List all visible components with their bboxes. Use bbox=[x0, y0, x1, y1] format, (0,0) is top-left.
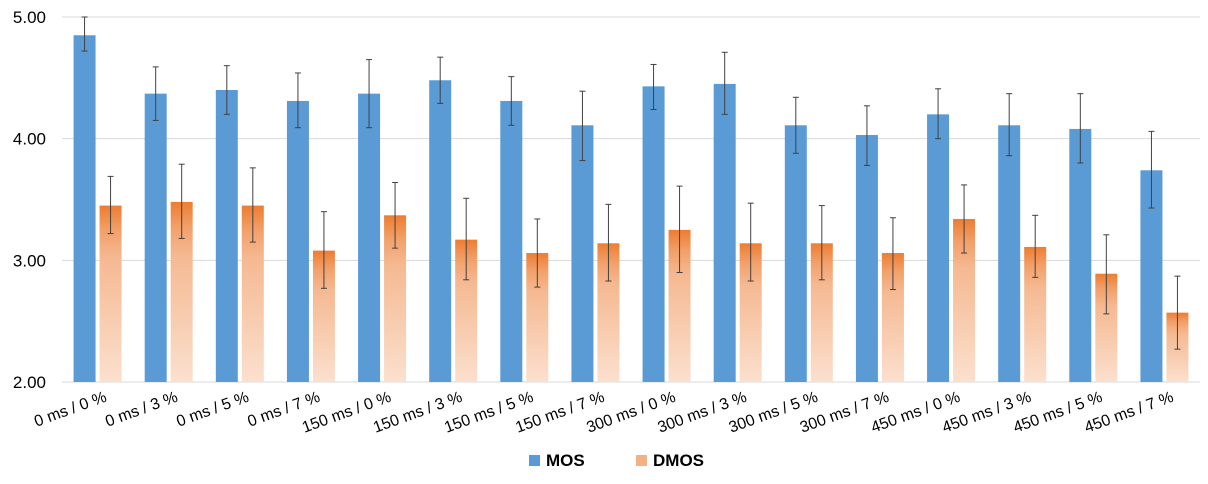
dmos-bar bbox=[384, 215, 407, 382]
dmos-bar bbox=[1095, 273, 1118, 382]
legend-mos-swatch bbox=[529, 455, 540, 466]
mos-bar bbox=[642, 86, 665, 382]
y-tick-label: 4.00 bbox=[13, 130, 46, 149]
dmos-bar bbox=[739, 243, 762, 382]
x-tick-label: 0 ms / 0 % bbox=[32, 389, 109, 431]
dmos-bar bbox=[455, 239, 478, 382]
dmos-bar bbox=[810, 243, 833, 382]
mos-bar bbox=[855, 135, 878, 382]
dmos-bar bbox=[170, 201, 193, 382]
dmos-bar bbox=[668, 229, 691, 382]
x-tick-label: 0 ms / 3 % bbox=[103, 389, 180, 431]
dmos-bar bbox=[312, 250, 335, 382]
dmos-bar bbox=[597, 243, 620, 382]
dmos-bar bbox=[99, 205, 122, 382]
mos-bar bbox=[500, 100, 523, 382]
mos-bar bbox=[429, 80, 452, 383]
mos-bar bbox=[73, 35, 96, 382]
mos-bar bbox=[713, 83, 736, 383]
mos-bar bbox=[784, 125, 807, 383]
legend: MOS DMOS bbox=[529, 451, 704, 470]
legend-dmos-label: DMOS bbox=[653, 451, 704, 470]
x-tick-label: 0 ms / 5 % bbox=[174, 389, 251, 431]
mos-bar bbox=[1140, 170, 1163, 382]
mos-bar bbox=[998, 125, 1021, 383]
mos-bar bbox=[215, 90, 238, 382]
mos-bar bbox=[927, 114, 950, 382]
bars-layer bbox=[73, 35, 1189, 383]
mos-bar bbox=[286, 100, 309, 382]
mos-bar bbox=[1069, 128, 1092, 382]
dmos-bar bbox=[526, 253, 549, 382]
dmos-bar bbox=[953, 218, 976, 382]
legend-mos-label: MOS bbox=[546, 451, 585, 470]
y-tick-label: 2.00 bbox=[13, 373, 46, 392]
dmos-bar bbox=[1024, 246, 1047, 382]
mos-bar bbox=[571, 125, 594, 383]
dmos-bar bbox=[241, 205, 264, 382]
y-tick-label: 5.00 bbox=[13, 8, 46, 27]
y-axis: 2.00 3.00 4.00 5.00 bbox=[13, 8, 46, 392]
dmos-bar bbox=[881, 253, 904, 382]
y-tick-label: 3.00 bbox=[13, 251, 46, 270]
error-bars-layer bbox=[81, 16, 1181, 350]
legend-dmos-swatch bbox=[636, 455, 647, 466]
mos-bar bbox=[144, 93, 167, 383]
x-axis: 0 ms / 0 %0 ms / 3 %0 ms / 5 %0 ms / 7 %… bbox=[32, 389, 1176, 437]
mos-bar bbox=[358, 93, 381, 383]
